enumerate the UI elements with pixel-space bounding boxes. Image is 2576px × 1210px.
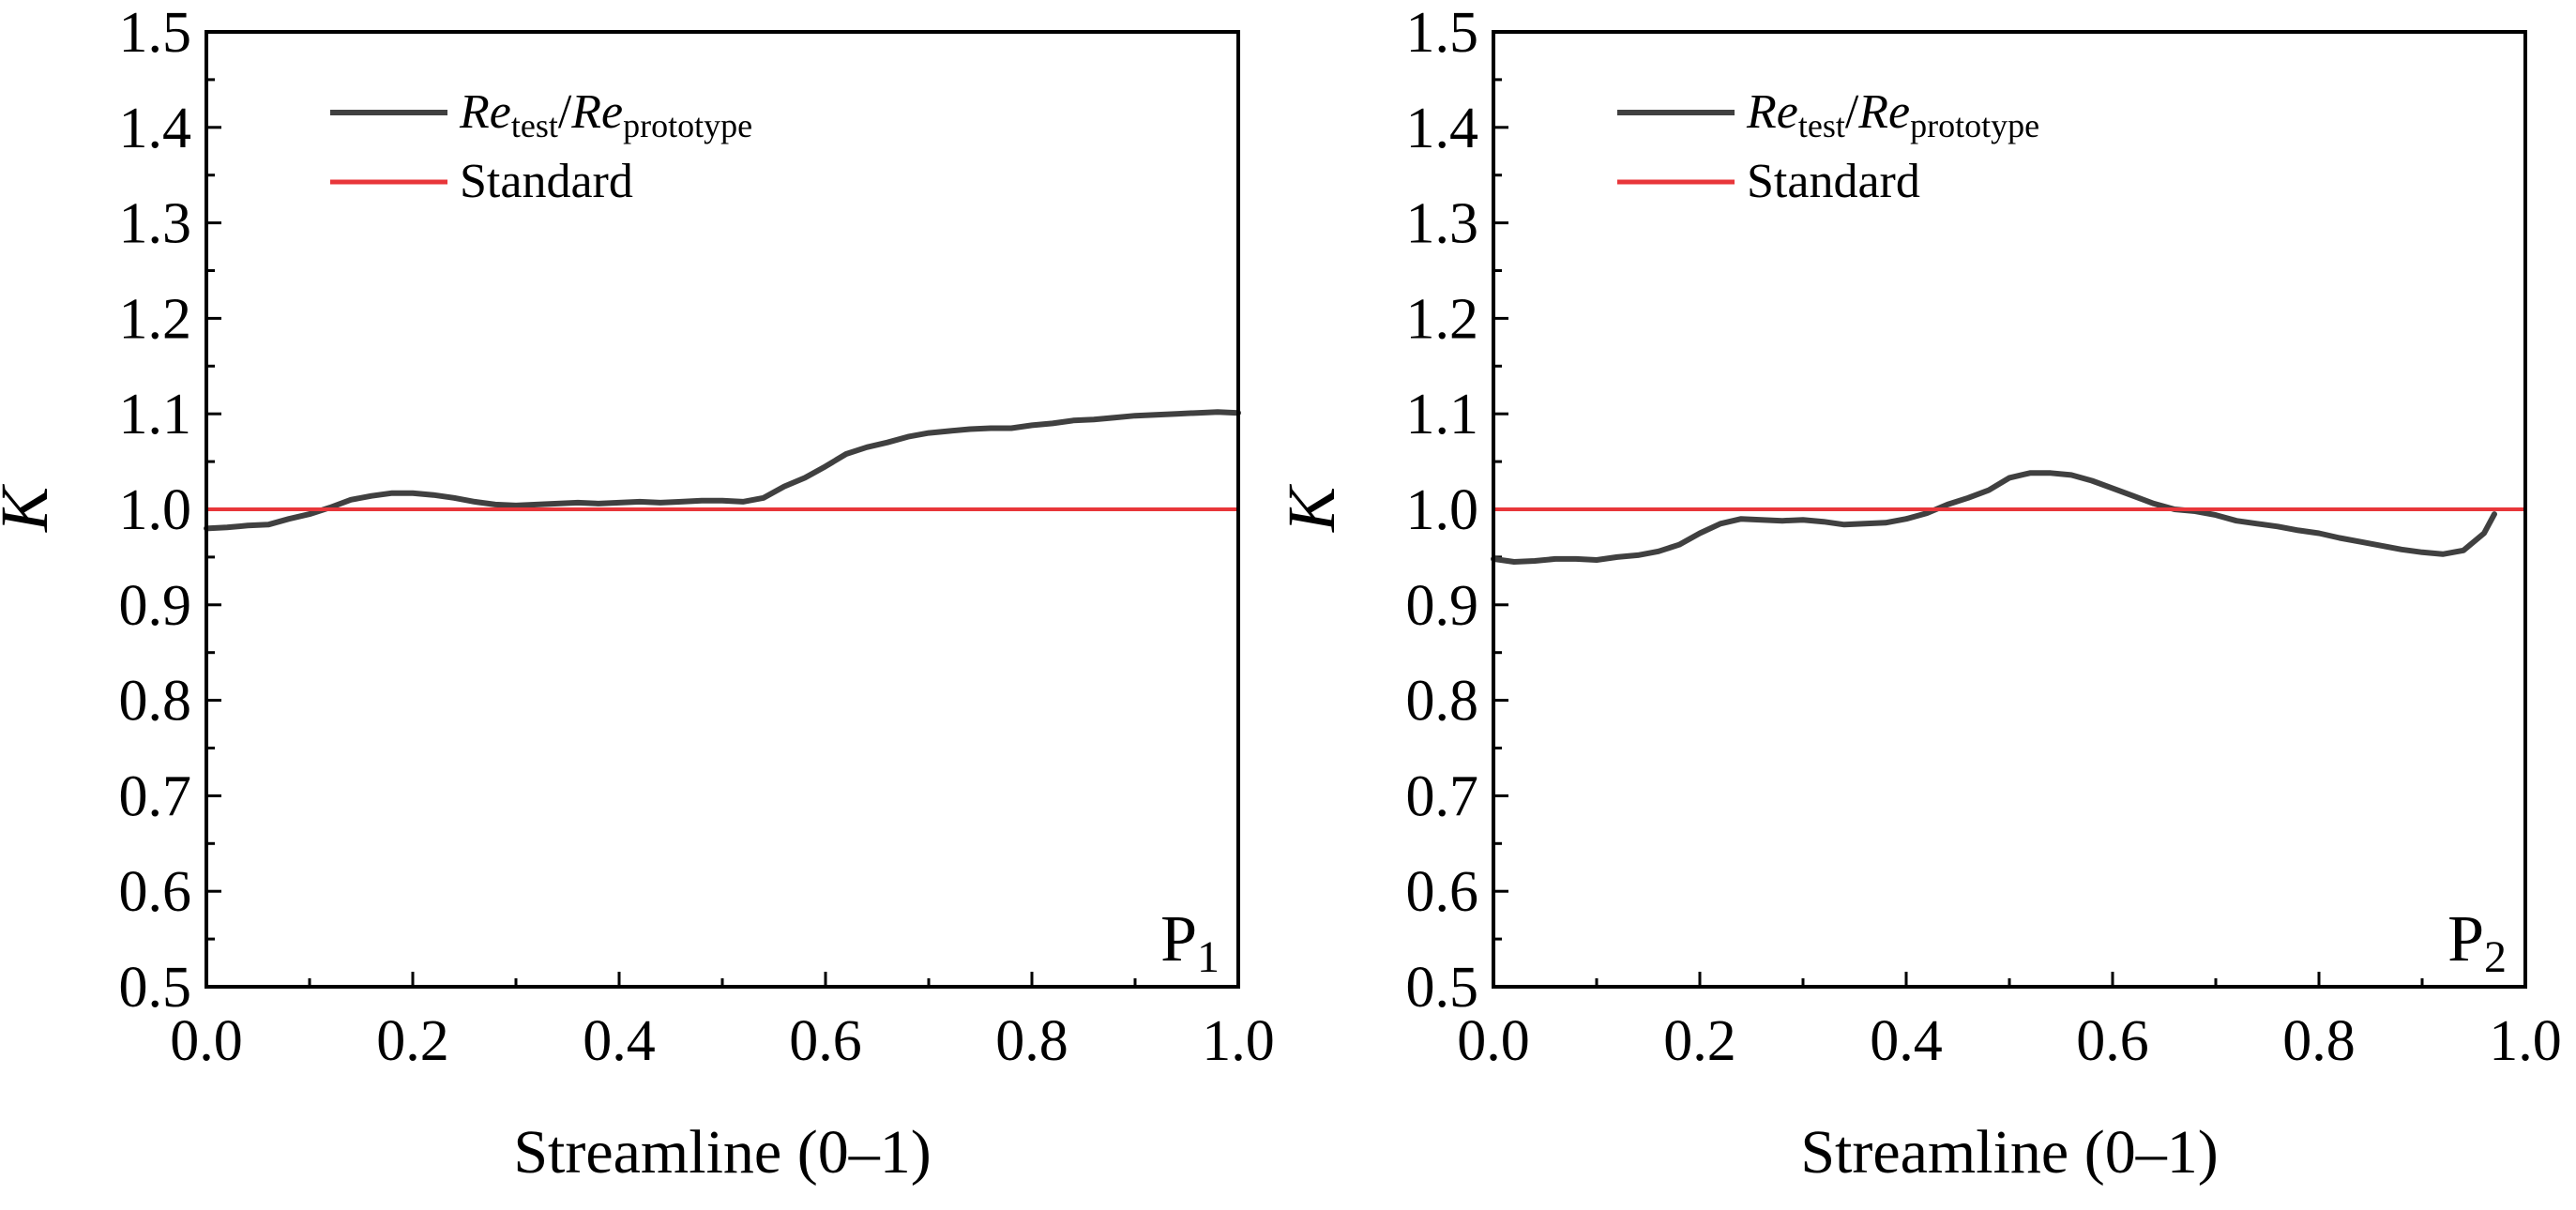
y-tick-label: 0.5: [119, 956, 192, 1020]
tick-labels-layer: 0.5 0.6 0.7 0.8 0.9 1.0 1.1 1.2 1.3 1.4 1.5 0.0 0.2 0…: [1406, 1, 2562, 1073]
y-tick-label: 1.0: [119, 478, 192, 542]
panel-label-main: P: [1160, 903, 1197, 976]
legend-slash: /: [558, 85, 572, 139]
legend: Retest/Reprototype Standard: [330, 85, 752, 208]
chart-panel-p1: 0.5 0.6 0.7 0.8 0.9 1.0 1.1 1.2 1.3 1.4 1.5 0.0 0.2 0…: [0, 1, 1275, 1187]
tick-labels-layer: 0.5 0.6 0.7 0.8 0.9 1.0 1.1 1.2 1.3 1.4 1.5 0.0 0.2 0…: [119, 1, 1275, 1073]
legend-sub-test: test: [1798, 107, 1845, 144]
x-tick-label: 0.0: [170, 1009, 243, 1073]
x-tick-label: 0.8: [2282, 1009, 2356, 1073]
y-tick-label: 1.1: [119, 383, 192, 446]
legend-sub-test: test: [511, 107, 558, 144]
legend-re-2: Re: [1857, 85, 1910, 139]
legend-label-standard: Standard: [1747, 155, 1920, 208]
x-tick-label: 0.6: [2076, 1009, 2149, 1073]
x-axis-title: Streamline (0–1): [513, 1118, 931, 1187]
panel-label-main: P: [2447, 903, 2484, 976]
ratio-series-line: [204, 409, 1241, 532]
x-tick-label: 0.4: [583, 1009, 656, 1073]
series-layer: [204, 409, 1241, 532]
y-tick-label: 1.5: [1406, 1, 1479, 65]
y-axis-title: K: [1274, 483, 1349, 533]
y-tick-label: 0.9: [1406, 574, 1479, 638]
legend-label-ratio: Retest/Reprototype: [459, 85, 752, 144]
legend-sub-prototype: prototype: [1910, 107, 2039, 144]
y-tick-label: 1.2: [119, 287, 192, 351]
panel-label: P1: [1160, 903, 1220, 982]
plot-frame: [1492, 30, 2527, 989]
y-tick-label: 0.9: [119, 574, 192, 638]
y-tick-label: 1.3: [1406, 192, 1479, 256]
x-tick-label: 0.4: [1870, 1009, 1943, 1073]
legend-slash: /: [1845, 85, 1859, 139]
legend-sub-prototype: prototype: [623, 107, 752, 144]
y-tick-label: 1.1: [1406, 383, 1479, 446]
y-tick-label: 0.6: [119, 860, 192, 924]
legend-re-1: Re: [1746, 85, 1798, 139]
y-tick-label: 1.3: [119, 192, 192, 256]
x-axis-title: Streamline (0–1): [1800, 1118, 2218, 1187]
y-tick-label: 1.5: [119, 1, 192, 65]
chart-panel-p2: 0.5 0.6 0.7 0.8 0.9 1.0 1.1 1.2 1.3 1.4 1.5 0.0 0.2 0…: [1274, 1, 2562, 1187]
y-tick-label: 0.8: [1406, 670, 1479, 734]
x-tick-label: 0.0: [1457, 1009, 1530, 1073]
legend-label-ratio: Retest/Reprototype: [1746, 85, 2039, 144]
panel-label-sub: 1: [1197, 932, 1220, 982]
x-tick-label: 0.6: [789, 1009, 862, 1073]
x-tick-label: 0.8: [995, 1009, 1068, 1073]
y-tick-label: 0.5: [1406, 956, 1479, 1020]
series-layer: [1491, 470, 2527, 565]
x-tick-label: 0.2: [1663, 1009, 1736, 1073]
y-tick-label: 0.6: [1406, 860, 1479, 924]
y-tick-label: 0.7: [119, 764, 192, 828]
panel-label: P2: [2447, 903, 2507, 982]
ratio-series-line: [1491, 470, 2497, 565]
panel-label-sub: 2: [2484, 932, 2507, 982]
legend-label-standard: Standard: [460, 155, 633, 208]
y-tick-label: 0.8: [119, 670, 192, 734]
plot-frame: [205, 30, 1240, 989]
legend-re-1: Re: [459, 85, 511, 139]
x-tick-label: 0.2: [376, 1009, 449, 1073]
y-axis-title: K: [0, 483, 62, 533]
x-tick-label: 1.0: [1202, 1009, 1275, 1073]
y-tick-label: 1.0: [1406, 478, 1479, 542]
y-tick-label: 1.4: [119, 97, 192, 160]
legend: Retest/Reprototype Standard: [1617, 85, 2039, 208]
y-tick-label: 1.4: [1406, 97, 1479, 160]
x-tick-label: 1.0: [2489, 1009, 2562, 1073]
y-tick-label: 0.7: [1406, 764, 1479, 828]
y-tick-label: 1.2: [1406, 287, 1479, 351]
legend-re-2: Re: [570, 85, 623, 139]
